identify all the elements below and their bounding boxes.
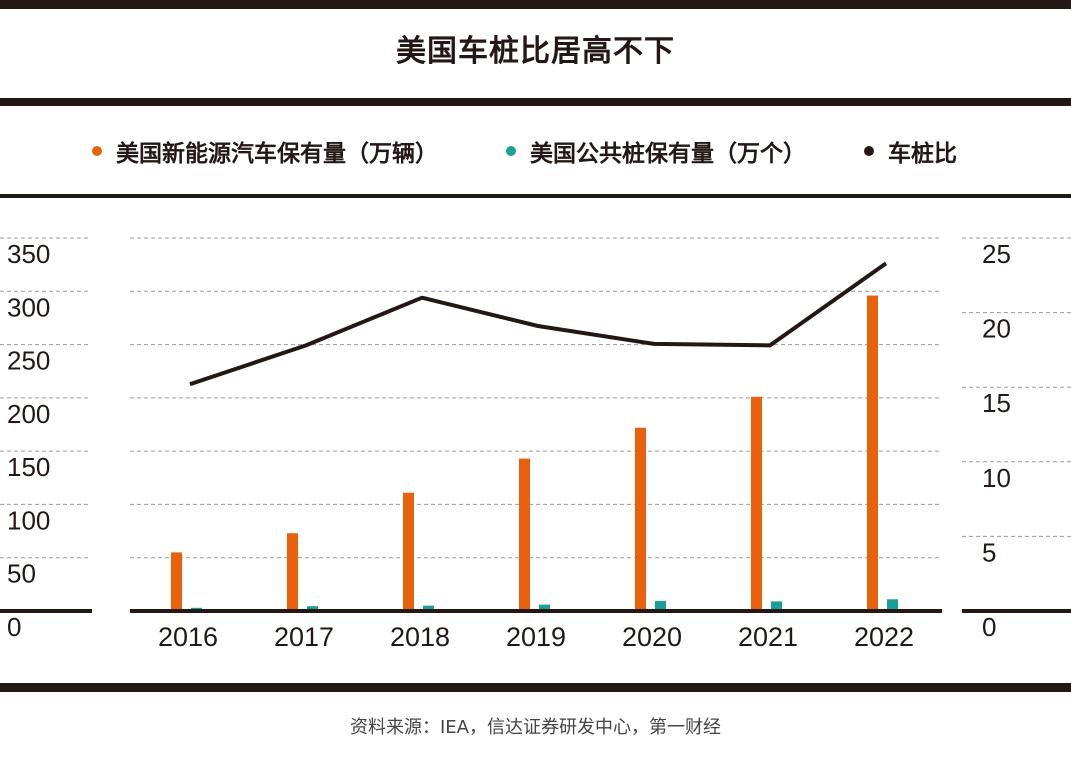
bar-chargers-2018 — [423, 605, 434, 611]
y-left-tick-label: 350 — [7, 239, 50, 269]
top-rule — [0, 0, 1071, 9]
legend-dot-ratio — [864, 146, 874, 156]
legend-dot-ev — [92, 146, 102, 156]
y-left-tick-label: 150 — [7, 452, 50, 482]
bar-ev-2017 — [287, 533, 298, 611]
y-right-tick-label: 20 — [982, 314, 1011, 344]
legend-rule — [0, 194, 1071, 198]
y-left-tick-label: 50 — [7, 559, 36, 589]
x-tick-label: 2020 — [622, 622, 682, 652]
x-tick-label: 2021 — [738, 622, 798, 652]
y-left-tick-label: 200 — [7, 399, 50, 429]
bar-chargers-2020 — [655, 600, 666, 611]
bar-ev-2020 — [635, 427, 646, 611]
bar-ev-2019 — [519, 458, 530, 611]
legend-item-ratio: 车桩比 — [864, 134, 957, 168]
ratio-line — [189, 261, 888, 387]
y-right-tick-label: 0 — [982, 612, 996, 642]
x-tick-label: 2019 — [506, 622, 566, 652]
legend-label-ev: 美国新能源汽车保有量（万辆） — [116, 141, 438, 167]
x-tick-label: 2016 — [158, 622, 218, 652]
source-note: 资料来源：IEA，信达证券研发中心，第一财经 — [350, 717, 721, 738]
bottom-rule — [0, 683, 1071, 692]
legend-item-ev: 美国新能源汽车保有量（万辆） — [92, 134, 438, 168]
x-tick-label: 2017 — [274, 622, 334, 652]
y-left-tick-label: 250 — [7, 346, 50, 376]
y-right-tick-label: 5 — [982, 537, 996, 567]
plot-baseline — [130, 609, 942, 613]
x-tick-label: 2022 — [854, 622, 914, 652]
y-left-tick-label: 0 — [7, 612, 21, 642]
left-axis-baseline — [0, 609, 92, 613]
legend-dot-chargers — [506, 146, 516, 156]
y-left-tick-label: 100 — [7, 505, 50, 535]
x-tick-label: 2018 — [390, 622, 450, 652]
bar-ev-2022 — [867, 295, 878, 611]
bar-ev-2021 — [751, 396, 762, 611]
y-right-tick-label: 25 — [982, 239, 1011, 269]
bar-ev-2018 — [403, 492, 414, 611]
bar-ev-2016 — [171, 552, 182, 611]
bar-chargers-2022 — [887, 599, 898, 611]
bar-chargers-2021 — [771, 601, 782, 611]
bar-chargers-2019 — [539, 604, 550, 611]
chart-title: 美国车桩比居高不下 — [396, 34, 675, 69]
title-rule — [0, 98, 1071, 106]
legend-label-chargers: 美国公共桩保有量（万个） — [530, 141, 806, 167]
y-left-tick-label: 300 — [7, 292, 50, 322]
legend-item-chargers: 美国公共桩保有量（万个） — [506, 134, 806, 168]
bar-chargers-2017 — [307, 606, 318, 611]
y-right-tick-label: 15 — [982, 388, 1011, 418]
y-right-tick-label: 10 — [982, 463, 1011, 493]
legend-label-ratio: 车桩比 — [888, 141, 957, 167]
right-axis-baseline — [962, 609, 1071, 613]
